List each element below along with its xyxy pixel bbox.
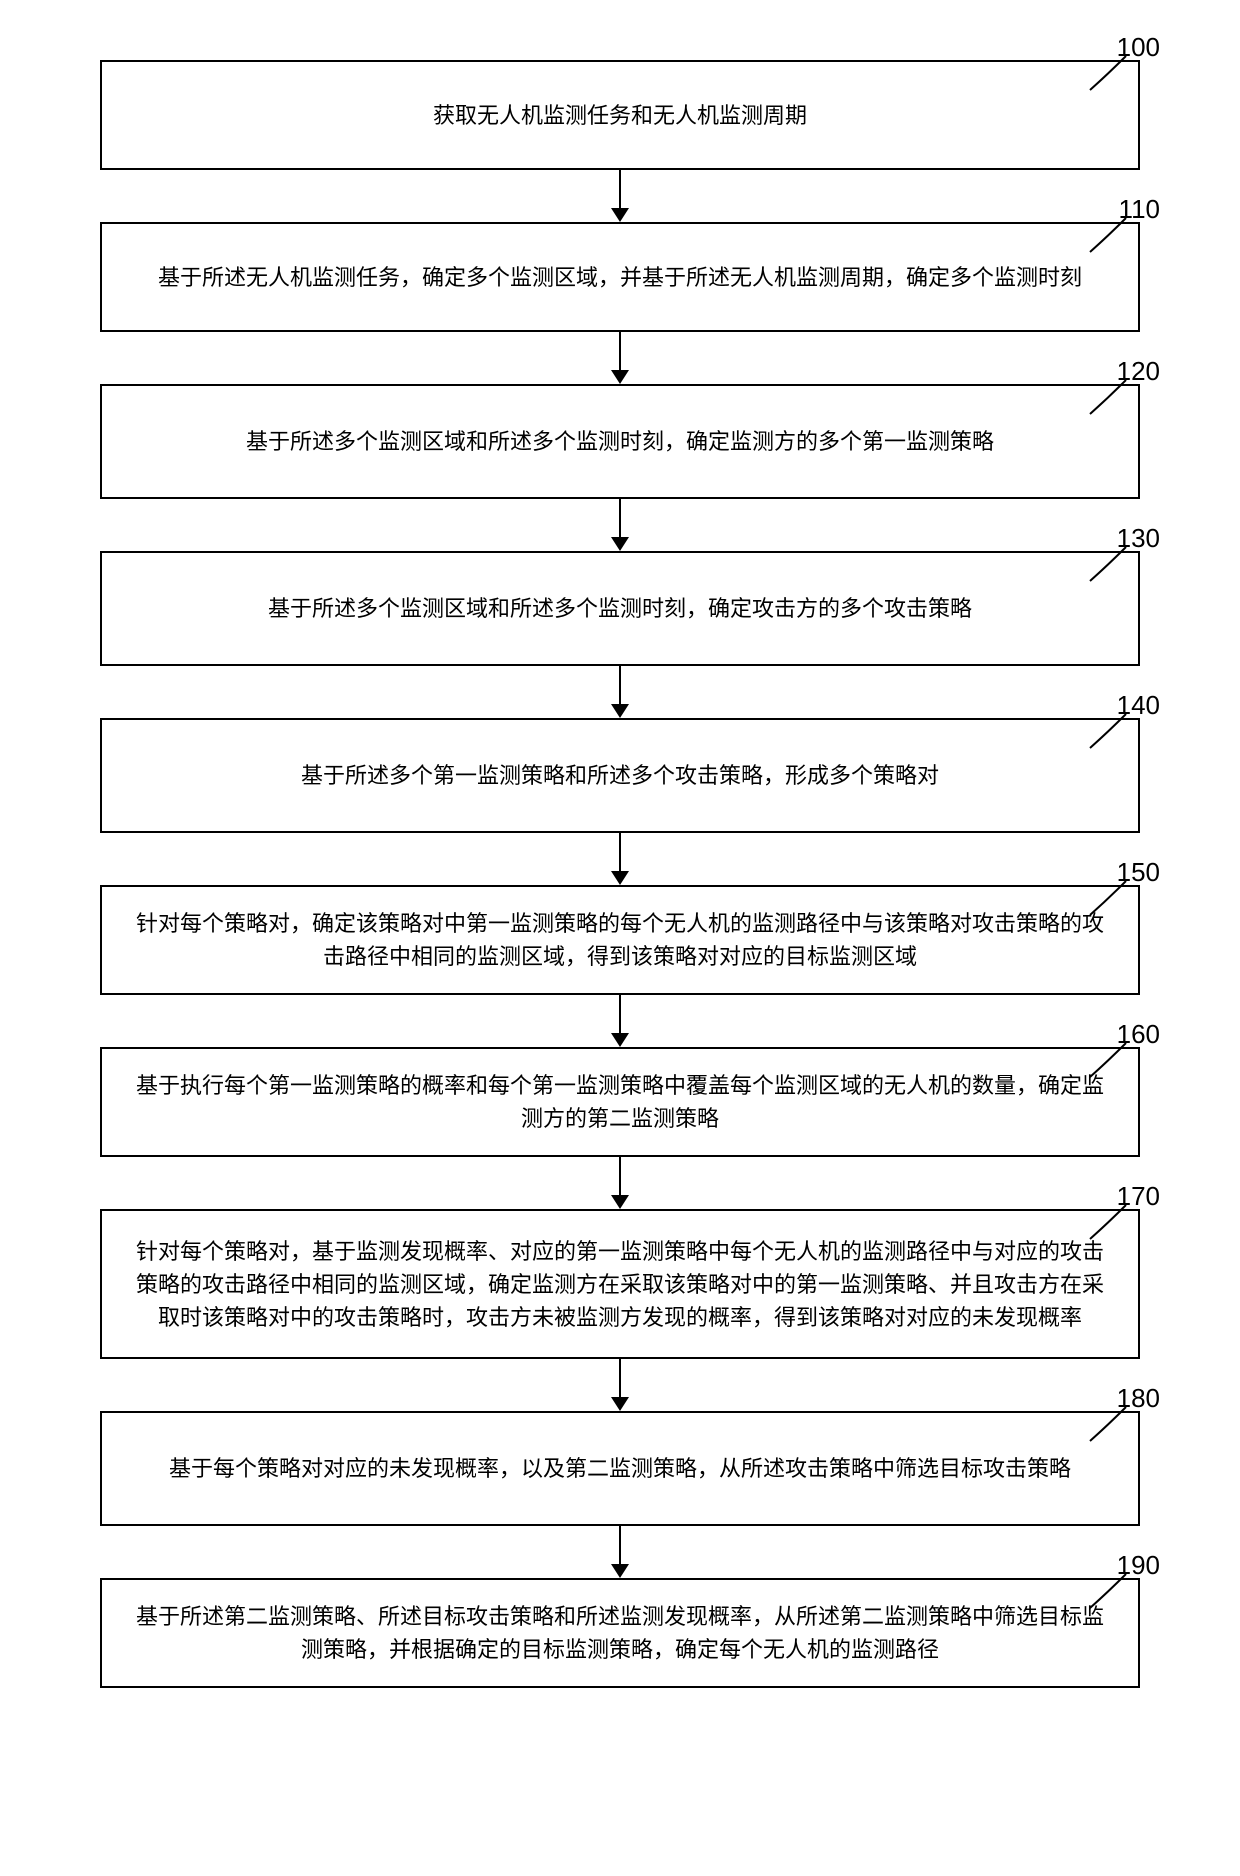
flowchart-node-wrapper: 基于所述多个第一监测策略和所述多个攻击策略，形成多个策略对140 bbox=[90, 718, 1150, 833]
flowchart-node-160: 基于执行每个第一监测策略的概率和每个第一监测策略中覆盖每个监测区域的无人机的数量… bbox=[100, 1047, 1140, 1157]
flowchart-container: 获取无人机监测任务和无人机监测周期100 基于所述无人机监测任务，确定多个监测区域… bbox=[90, 60, 1150, 1688]
arrow-head bbox=[611, 537, 629, 551]
arrow-head bbox=[611, 1564, 629, 1578]
flowchart-node-wrapper: 基于所述多个监测区域和所述多个监测时刻，确定监测方的多个第一监测策略120 bbox=[90, 384, 1150, 499]
flowchart-node-wrapper: 基于所述第二监测策略、所述目标攻击策略和所述监测发现概率，从所述第二监测策略中筛… bbox=[90, 1578, 1150, 1688]
flowchart-node-wrapper: 基于执行每个第一监测策略的概率和每个第一监测策略中覆盖每个监测区域的无人机的数量… bbox=[90, 1047, 1150, 1157]
arrow-shaft bbox=[619, 666, 621, 704]
arrow-down-icon bbox=[611, 332, 629, 384]
arrow-down-icon bbox=[611, 995, 629, 1047]
flowchart-node-150: 针对每个策略对，确定该策略对中第一监测策略的每个无人机的监测路径中与该策略对攻击… bbox=[100, 885, 1140, 995]
flowchart-node-wrapper: 获取无人机监测任务和无人机监测周期100 bbox=[90, 60, 1150, 170]
arrow-shaft bbox=[619, 1359, 621, 1397]
connector-curve-icon bbox=[1088, 1570, 1128, 1610]
flowchart-node-180: 基于每个策略对对应的未发现概率，以及第二监测策略，从所述攻击策略中筛选目标攻击策… bbox=[100, 1411, 1140, 1526]
connector-curve-icon bbox=[1088, 877, 1128, 917]
arrow-down-icon bbox=[611, 666, 629, 718]
arrow-shaft bbox=[619, 1157, 621, 1195]
arrow-shaft bbox=[619, 332, 621, 370]
node-text: 基于所述第二监测策略、所述目标攻击策略和所述监测发现概率，从所述第二监测策略中筛… bbox=[126, 1600, 1114, 1666]
flowchart-node-wrapper: 基于每个策略对对应的未发现概率，以及第二监测策略，从所述攻击策略中筛选目标攻击策… bbox=[90, 1411, 1150, 1526]
flowchart-node-130: 基于所述多个监测区域和所述多个监测时刻，确定攻击方的多个攻击策略 bbox=[100, 551, 1140, 666]
flowchart-node-100: 获取无人机监测任务和无人机监测周期 bbox=[100, 60, 1140, 170]
arrow-head bbox=[611, 871, 629, 885]
flowchart-node-wrapper: 针对每个策略对，确定该策略对中第一监测策略的每个无人机的监测路径中与该策略对攻击… bbox=[90, 885, 1150, 995]
arrow-shaft bbox=[619, 995, 621, 1033]
connector-curve-icon bbox=[1088, 543, 1128, 583]
connector-curve-icon bbox=[1088, 1201, 1128, 1241]
flowchart-node-190: 基于所述第二监测策略、所述目标攻击策略和所述监测发现概率，从所述第二监测策略中筛… bbox=[100, 1578, 1140, 1688]
node-text: 基于所述多个监测区域和所述多个监测时刻，确定监测方的多个第一监测策略 bbox=[246, 425, 994, 458]
arrow-head bbox=[611, 1195, 629, 1209]
node-text: 基于执行每个第一监测策略的概率和每个第一监测策略中覆盖每个监测区域的无人机的数量… bbox=[126, 1069, 1114, 1135]
arrow-shaft bbox=[619, 1526, 621, 1564]
arrow-down-icon bbox=[611, 1359, 629, 1411]
arrow-down-icon bbox=[611, 1526, 629, 1578]
node-text: 基于所述无人机监测任务，确定多个监测区域，并基于所述无人机监测周期，确定多个监测… bbox=[158, 261, 1082, 294]
node-text: 获取无人机监测任务和无人机监测周期 bbox=[433, 99, 807, 132]
connector-curve-icon bbox=[1088, 710, 1128, 750]
connector-curve-icon bbox=[1088, 214, 1128, 254]
node-text: 基于所述多个第一监测策略和所述多个攻击策略，形成多个策略对 bbox=[301, 759, 939, 792]
flowchart-node-170: 针对每个策略对，基于监测发现概率、对应的第一监测策略中每个无人机的监测路径中与对… bbox=[100, 1209, 1140, 1359]
connector-curve-icon bbox=[1088, 1403, 1128, 1443]
arrow-head bbox=[611, 208, 629, 222]
flowchart-node-120: 基于所述多个监测区域和所述多个监测时刻，确定监测方的多个第一监测策略 bbox=[100, 384, 1140, 499]
arrow-shaft bbox=[619, 499, 621, 537]
arrow-head bbox=[611, 704, 629, 718]
flowchart-node-110: 基于所述无人机监测任务，确定多个监测区域，并基于所述无人机监测周期，确定多个监测… bbox=[100, 222, 1140, 332]
flowchart-node-wrapper: 基于所述多个监测区域和所述多个监测时刻，确定攻击方的多个攻击策略130 bbox=[90, 551, 1150, 666]
node-text: 针对每个策略对，基于监测发现概率、对应的第一监测策略中每个无人机的监测路径中与对… bbox=[126, 1235, 1114, 1334]
arrow-down-icon bbox=[611, 833, 629, 885]
arrow-down-icon bbox=[611, 1157, 629, 1209]
node-text: 基于所述多个监测区域和所述多个监测时刻，确定攻击方的多个攻击策略 bbox=[268, 592, 972, 625]
flowchart-node-140: 基于所述多个第一监测策略和所述多个攻击策略，形成多个策略对 bbox=[100, 718, 1140, 833]
connector-curve-icon bbox=[1088, 1039, 1128, 1079]
arrow-down-icon bbox=[611, 499, 629, 551]
flowchart-node-wrapper: 基于所述无人机监测任务，确定多个监测区域，并基于所述无人机监测周期，确定多个监测… bbox=[90, 222, 1150, 332]
arrow-down-icon bbox=[611, 170, 629, 222]
flowchart-node-wrapper: 针对每个策略对，基于监测发现概率、对应的第一监测策略中每个无人机的监测路径中与对… bbox=[90, 1209, 1150, 1359]
arrow-shaft bbox=[619, 833, 621, 871]
arrow-head bbox=[611, 1397, 629, 1411]
node-text: 针对每个策略对，确定该策略对中第一监测策略的每个无人机的监测路径中与该策略对攻击… bbox=[126, 907, 1114, 973]
arrow-head bbox=[611, 370, 629, 384]
arrow-head bbox=[611, 1033, 629, 1047]
connector-curve-icon bbox=[1088, 52, 1128, 92]
node-text: 基于每个策略对对应的未发现概率，以及第二监测策略，从所述攻击策略中筛选目标攻击策… bbox=[169, 1452, 1071, 1485]
connector-curve-icon bbox=[1088, 376, 1128, 416]
arrow-shaft bbox=[619, 170, 621, 208]
